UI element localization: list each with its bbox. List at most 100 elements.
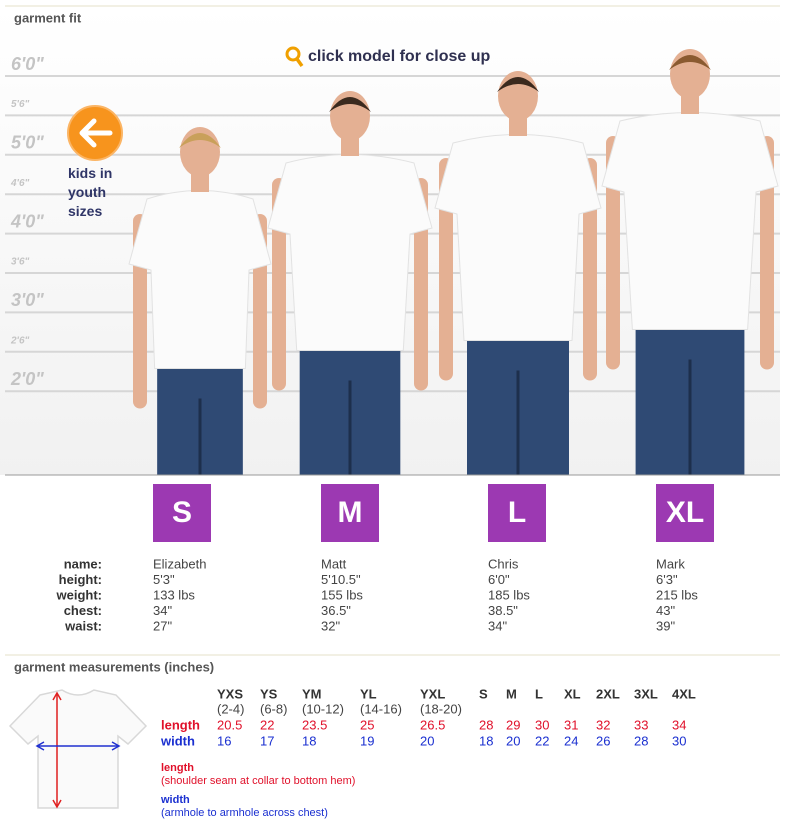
size-header: XL: [564, 686, 581, 701]
model-figure[interactable]: [434, 71, 602, 475]
stat-value: 39": [656, 618, 675, 633]
hair[interactable]: [179, 133, 221, 148]
size-badge-label: L: [508, 496, 526, 529]
arm[interactable]: [606, 136, 620, 370]
height-label: 2'0": [10, 369, 44, 389]
arm[interactable]: [583, 158, 597, 381]
note-term: length: [161, 762, 194, 774]
stat-value: 34": [153, 603, 172, 618]
height-label: 3'0": [11, 290, 44, 310]
height-label: 4'6": [10, 178, 30, 189]
stat-label: waist:: [64, 618, 102, 633]
stat-value: 215 lbs: [656, 587, 698, 602]
size-header: YL: [360, 686, 377, 701]
measurement-cell: 22: [260, 717, 274, 732]
measurement-cell: 28: [634, 733, 648, 748]
stat-value: 43": [656, 603, 675, 618]
tshirt[interactable]: [601, 112, 779, 330]
measurement-cell: 26: [596, 733, 610, 748]
row-label: width: [160, 733, 195, 748]
height-label: 6'0": [11, 54, 44, 74]
hair[interactable]: [669, 55, 711, 70]
stat-value: 34": [488, 618, 507, 633]
measurement-cell: 24: [564, 733, 578, 748]
magnifier-icon: [285, 46, 304, 68]
measurement-cell: 19: [360, 733, 374, 748]
stat-value: 155 lbs: [321, 587, 363, 602]
close-up-hint[interactable]: click model for close up: [308, 48, 491, 65]
size-range: (6-8): [260, 701, 287, 716]
models[interactable]: [128, 49, 779, 475]
stat-value: 27": [153, 618, 172, 633]
model-figure[interactable]: [601, 49, 779, 475]
stat-value: 5'3": [153, 572, 175, 587]
size-header: 4XL: [672, 686, 696, 701]
model-figure[interactable]: [128, 127, 272, 475]
stat-value: 133 lbs: [153, 587, 195, 602]
measurement-cell: 30: [672, 733, 686, 748]
measurement-cell: 22: [535, 733, 549, 748]
note-desc: (shoulder seam at collar to bottom hem): [161, 775, 355, 787]
measurement-cell: 34: [672, 717, 686, 732]
size-header: YS: [260, 686, 278, 701]
arm[interactable]: [760, 136, 774, 370]
height-label: 3'6": [11, 257, 30, 268]
note-desc: (armhole to armhole across chest): [161, 807, 328, 819]
tshirt[interactable]: [434, 134, 602, 341]
measurement-cell: 25: [360, 717, 374, 732]
size-header: S: [479, 686, 488, 701]
measurement-cell: 26.5: [420, 717, 445, 732]
size-header: 3XL: [634, 686, 658, 701]
measurement-cell: 32: [596, 717, 610, 732]
size-range: (14-16): [360, 701, 402, 716]
measurement-cell: 20: [506, 733, 520, 748]
row-label: length: [161, 717, 200, 732]
stat-value: 36.5": [321, 603, 351, 618]
model-stats: name:height:weight:chest:waist: Elizabeth…: [56, 556, 699, 633]
tshirt-diagram: [8, 689, 148, 809]
measurement-cell: 33: [634, 717, 648, 732]
stat-value: Chris: [488, 556, 519, 571]
stat-value: 6'0": [488, 572, 510, 587]
size-badge: [656, 484, 714, 542]
tshirt[interactable]: [128, 190, 272, 369]
stat-label: chest:: [64, 603, 102, 618]
kids-arrow-button[interactable]: [67, 105, 123, 161]
stat-value: 185 lbs: [488, 587, 530, 602]
stat-value: 38.5": [488, 603, 518, 618]
model-figure[interactable]: [267, 91, 433, 475]
size-badge: [488, 484, 546, 542]
size-badge: [153, 484, 211, 542]
hair[interactable]: [497, 77, 539, 92]
measurement-cell: 28: [479, 717, 493, 732]
stat-label: weight:: [56, 587, 103, 602]
tshirt[interactable]: [267, 154, 433, 351]
stat-label: name:: [64, 556, 102, 571]
note-term: width: [160, 794, 190, 806]
hair[interactable]: [329, 97, 371, 112]
size-badge-label: M: [338, 496, 363, 529]
stat-value: Mark: [656, 556, 685, 571]
measurement-cell: 18: [479, 733, 493, 748]
measurement-cell: 30: [535, 717, 549, 732]
size-badge-label: XL: [666, 496, 704, 529]
size-range: (2-4): [217, 701, 244, 716]
size-header: M: [506, 686, 517, 701]
measurement-cell: 23.5: [302, 717, 327, 732]
kids-link[interactable]: kids in youth sizes: [68, 165, 113, 219]
measurement-notes: length(shoulder seam at collar to bottom…: [160, 762, 355, 819]
size-badge-label: S: [172, 496, 192, 529]
height-label: 4'0": [10, 211, 44, 231]
stat-value: 32": [321, 618, 340, 633]
measurements-title: garment measurements (inches): [14, 659, 214, 674]
arm[interactable]: [439, 158, 453, 381]
height-label: 5'0": [11, 133, 44, 153]
size-header: YM: [302, 686, 322, 701]
size-badges: S M L XL: [153, 484, 714, 542]
measurement-cell: 16: [217, 733, 231, 748]
stat-value: 5'10.5": [321, 572, 361, 587]
stat-value: Matt: [321, 556, 347, 571]
size-header: L: [535, 686, 543, 701]
